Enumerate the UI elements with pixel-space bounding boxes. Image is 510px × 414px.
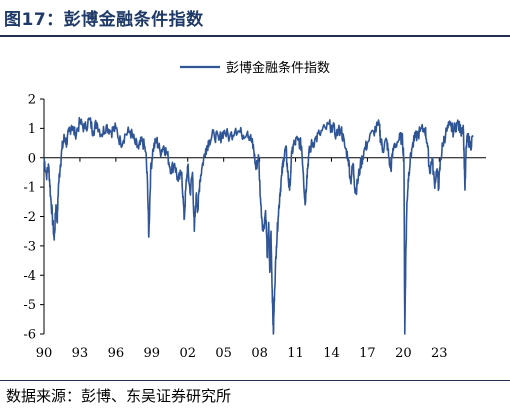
x-tick-label: 05 xyxy=(215,346,232,361)
x-tick-label: 96 xyxy=(108,346,125,361)
y-tick-label: -5 xyxy=(23,298,36,313)
y-tick-label: 0 xyxy=(28,151,36,166)
x-tick-label: 23 xyxy=(431,346,448,361)
x-tick-label: 90 xyxy=(36,346,53,361)
chart-ticks: 2 1 0 -1 -2 -3 -4 -5 -690 93 96 99 02 05 08 11 14 17 20 23 xyxy=(23,93,447,362)
legend-label: 彭博金融条件指数 xyxy=(226,60,330,76)
top-rule xyxy=(0,35,510,37)
x-tick-label: 99 xyxy=(144,346,161,361)
x-tick-label: 17 xyxy=(359,346,376,361)
x-tick-label: 14 xyxy=(323,346,340,361)
bottom-rule xyxy=(0,380,510,381)
figure-title: 图17：彭博金融条件指数 xyxy=(4,10,204,30)
y-tick-label: 2 xyxy=(28,93,36,108)
x-tick-label: 02 xyxy=(179,346,196,361)
figure-title-bar: 图17：彭博金融条件指数 xyxy=(0,0,510,36)
x-tick-label: 20 xyxy=(395,346,412,361)
x-tick-label: 93 xyxy=(72,346,89,361)
y-tick-label: 1 xyxy=(28,122,36,137)
y-tick-label: -3 xyxy=(23,239,36,254)
x-tick-label: 11 xyxy=(287,346,304,361)
y-tick-label: -2 xyxy=(23,210,36,225)
chart-area: 彭博金融条件指数 2 1 0 -1 -2 -3 -4 -5 -690 93 96 99 02 05 08 11… xyxy=(23,60,486,362)
chart-legend: 彭博金融条件指数 xyxy=(180,60,330,76)
series-line-financial-conditions xyxy=(43,116,474,335)
y-tick-label: -1 xyxy=(23,181,36,196)
y-tick-label: -6 xyxy=(23,328,36,343)
source-note: 数据来源：彭博、东吴证券研究所 xyxy=(6,387,232,405)
y-tick-label: -4 xyxy=(23,269,36,284)
chart-plot xyxy=(43,116,474,335)
x-tick-label: 08 xyxy=(251,346,268,361)
